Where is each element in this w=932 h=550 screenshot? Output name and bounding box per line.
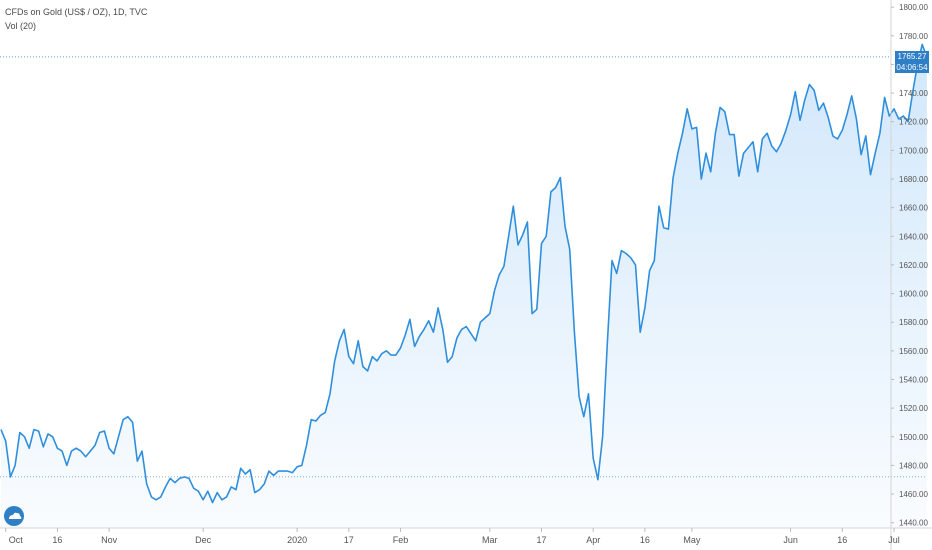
x-tick-label: Dec <box>195 535 212 545</box>
volume-indicator-label[interactable]: Vol (20) <box>5 21 37 31</box>
x-tick-label: Mar <box>482 535 498 545</box>
y-tick-label: 1660.00 <box>899 204 928 213</box>
x-tick-label: May <box>683 535 701 545</box>
y-tick-label: 1720.00 <box>899 118 928 127</box>
x-tick-label: Apr <box>586 535 600 545</box>
x-tick-label: Nov <box>101 535 118 545</box>
y-tick-label: 1600.00 <box>899 290 928 299</box>
cloud-icon <box>9 512 22 519</box>
x-tick-label: 17 <box>344 535 354 545</box>
x-tick-label: 2020 <box>287 535 307 545</box>
y-tick-label: 1560.00 <box>899 347 928 356</box>
x-tick-label: 16 <box>52 535 62 545</box>
y-tick-label: 1440.00 <box>899 519 928 528</box>
x-tick-label: Feb <box>393 535 409 545</box>
y-tick-label: 1500.00 <box>899 433 928 442</box>
y-tick-label: 1780.00 <box>899 32 928 41</box>
y-tick-label: 1540.00 <box>899 375 928 384</box>
chart-legend: CFDs on Gold (US$ / OZ), 1D, TVC Vol (20… <box>5 5 147 33</box>
y-tick-label: 1460.00 <box>899 490 928 499</box>
symbol-title[interactable]: CFDs on Gold (US$ / OZ), 1D, TVC <box>5 7 148 17</box>
y-tick-label: 1740.00 <box>899 89 928 98</box>
x-tick-label: 16 <box>837 535 847 545</box>
y-tick-label: 1620.00 <box>899 261 928 270</box>
y-tick-label: 1580.00 <box>899 318 928 327</box>
y-tick-label: 1480.00 <box>899 461 928 470</box>
x-tick-label: 16 <box>640 535 650 545</box>
y-tick-label: 1520.00 <box>899 404 928 413</box>
x-tick-label: Oct <box>9 535 24 545</box>
x-tick-label: Jul <box>888 535 900 545</box>
x-tick-label: Jun <box>783 535 798 545</box>
price-line[interactable] <box>0 43 928 504</box>
y-tick-label: 1640.00 <box>899 232 928 241</box>
y-tick-label: 1680.00 <box>899 175 928 184</box>
tradingview-logo[interactable] <box>4 506 24 526</box>
y-tick-label: 1800.00 <box>899 3 928 12</box>
last-price-tag: 1765.27 <box>895 51 929 63</box>
y-tick-label: 1700.00 <box>899 146 928 155</box>
x-tick-label: 17 <box>536 535 546 545</box>
price-area-fill <box>1 44 927 529</box>
bar-countdown-tag: 04:06:54 <box>895 62 929 74</box>
